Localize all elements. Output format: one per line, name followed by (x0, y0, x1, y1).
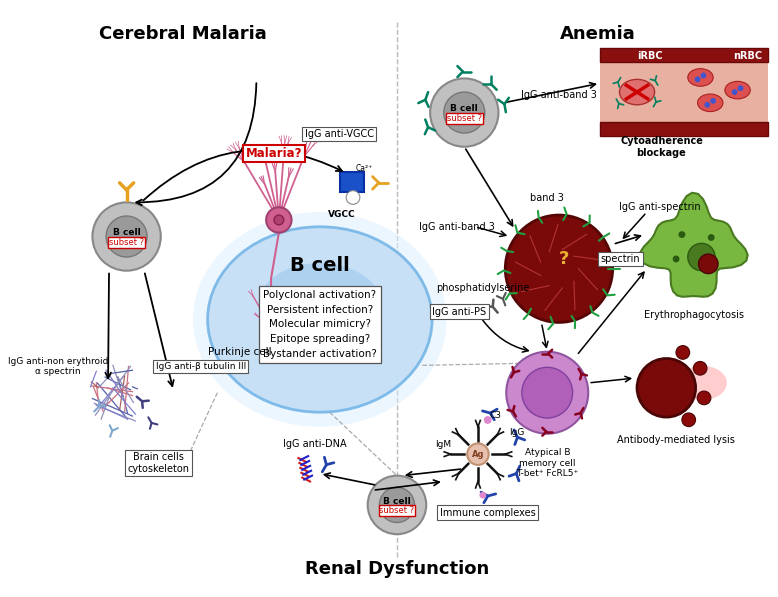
Text: Malaria?: Malaria? (246, 147, 302, 160)
Ellipse shape (258, 263, 381, 347)
Text: Ag: Ag (471, 450, 484, 458)
Text: ?: ? (559, 250, 569, 268)
Circle shape (106, 216, 147, 257)
Ellipse shape (619, 79, 654, 104)
Circle shape (274, 215, 284, 225)
Ellipse shape (193, 212, 447, 427)
FancyBboxPatch shape (600, 62, 768, 122)
Ellipse shape (208, 227, 432, 412)
Circle shape (676, 346, 689, 359)
Text: nRBC: nRBC (733, 51, 762, 61)
Text: B cell: B cell (450, 104, 478, 113)
Text: B cell: B cell (113, 228, 141, 237)
Circle shape (266, 207, 292, 233)
Text: IgG anti-DNA: IgG anti-DNA (283, 439, 347, 450)
Text: IgG anti-band 3: IgG anti-band 3 (419, 221, 495, 232)
Circle shape (479, 492, 486, 498)
Text: IgG anti-β tubulin III: IgG anti-β tubulin III (156, 362, 246, 371)
Circle shape (693, 361, 707, 375)
Circle shape (695, 76, 700, 82)
FancyBboxPatch shape (600, 122, 768, 136)
Text: Atypical B
memory cell
T-bet⁺ FcRL5⁺: Atypical B memory cell T-bet⁺ FcRL5⁺ (516, 448, 578, 478)
Circle shape (732, 89, 738, 95)
Text: band 3: band 3 (531, 193, 564, 204)
Text: B cell: B cell (290, 256, 350, 275)
Text: Renal Dysfunction: Renal Dysfunction (305, 560, 489, 578)
Text: IgG anti-spectrin: IgG anti-spectrin (619, 202, 700, 213)
Circle shape (688, 244, 715, 270)
Circle shape (468, 444, 489, 465)
Circle shape (484, 416, 492, 424)
Text: Brain cells
cytoskeleton: Brain cells cytoskeleton (128, 452, 190, 474)
Ellipse shape (688, 69, 713, 86)
Text: iRBC: iRBC (637, 51, 663, 61)
Text: IgM: IgM (435, 440, 451, 449)
Polygon shape (640, 193, 748, 297)
Circle shape (93, 202, 161, 270)
Circle shape (738, 85, 744, 91)
Circle shape (637, 359, 696, 417)
Text: Erythrophagocytosis: Erythrophagocytosis (643, 310, 744, 320)
Text: Antibody-mediated lysis: Antibody-mediated lysis (617, 435, 735, 445)
Circle shape (506, 352, 588, 433)
Circle shape (430, 78, 499, 147)
Ellipse shape (725, 81, 750, 99)
Circle shape (700, 73, 706, 78)
Text: Anemia: Anemia (560, 24, 636, 43)
Text: Ca²⁺: Ca²⁺ (356, 164, 373, 173)
Text: C3: C3 (489, 411, 502, 420)
Text: spectrin: spectrin (601, 254, 640, 264)
Text: subset ?: subset ? (447, 114, 482, 123)
FancyBboxPatch shape (340, 172, 364, 192)
Text: subset ?: subset ? (380, 506, 415, 515)
Circle shape (522, 367, 573, 418)
Text: phosphatidylserine: phosphatidylserine (436, 283, 530, 293)
Text: Immune complexes: Immune complexes (440, 507, 535, 518)
Text: IgG anti-band 3: IgG anti-band 3 (521, 90, 597, 100)
Circle shape (678, 231, 685, 238)
Circle shape (704, 102, 710, 107)
Circle shape (346, 190, 360, 204)
Circle shape (699, 254, 718, 273)
Circle shape (505, 215, 612, 322)
Text: Purkinje cell: Purkinje cell (208, 347, 272, 357)
Circle shape (682, 413, 696, 427)
Text: IgG anti-PS: IgG anti-PS (433, 307, 486, 316)
Circle shape (368, 476, 426, 534)
Circle shape (673, 256, 679, 263)
Circle shape (697, 391, 711, 405)
Text: IgG anti-non erythroid
α spectrin: IgG anti-non erythroid α spectrin (8, 356, 108, 376)
Ellipse shape (678, 366, 727, 400)
Text: Cytoadherence
blockage: Cytoadherence blockage (620, 136, 703, 158)
Circle shape (710, 98, 716, 104)
Text: IgG anti-VGCC: IgG anti-VGCC (305, 129, 374, 139)
Circle shape (443, 92, 485, 133)
Text: B cell: B cell (383, 497, 411, 506)
Ellipse shape (698, 94, 723, 112)
Circle shape (380, 487, 415, 522)
Text: Cerebral Malaria: Cerebral Malaria (100, 24, 267, 43)
Circle shape (708, 234, 715, 241)
Text: subset ?: subset ? (109, 238, 144, 247)
Text: Polyclonal activation?
Persistent infection?
Molecular mimicry?
Epitope spreadin: Polyclonal activation? Persistent infect… (263, 290, 377, 359)
Text: IgG: IgG (510, 428, 524, 437)
FancyBboxPatch shape (600, 48, 768, 62)
Text: VGCC: VGCC (328, 210, 355, 219)
